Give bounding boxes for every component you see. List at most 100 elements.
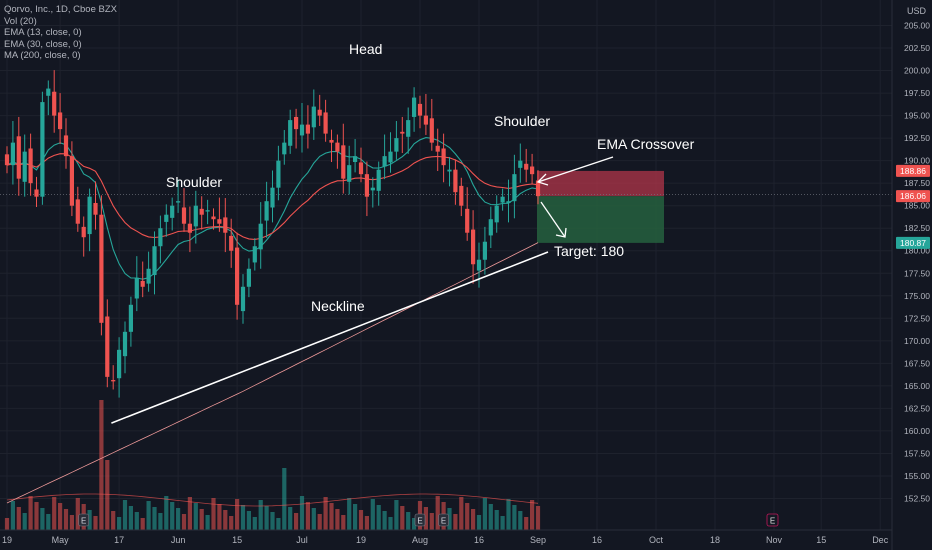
annotation-head[interactable]: Head — [349, 41, 383, 57]
candle-body — [476, 259, 482, 271]
y-tick-label: 160.00 — [904, 426, 930, 436]
x-tick-label: 19 — [2, 535, 12, 545]
volume-ma-line — [6, 493, 539, 507]
candle-body — [235, 247, 240, 305]
volume-bar — [370, 499, 375, 530]
candle-body — [394, 138, 399, 152]
volume-bar — [152, 507, 157, 530]
candle-body — [459, 185, 464, 206]
candle-body — [264, 201, 269, 221]
candle-body — [370, 187, 375, 191]
legend-symbol[interactable]: Qorvo, Inc., 1D, Cboe BZX — [4, 4, 117, 15]
candle-body — [329, 139, 334, 143]
candle-body — [506, 201, 511, 203]
volume-bar — [311, 508, 316, 530]
volume-bar — [140, 518, 145, 530]
y-tick-label: 170.00 — [904, 336, 930, 346]
future-earnings-marker — [766, 513, 779, 527]
volume-bar — [16, 507, 21, 530]
candle-body — [347, 165, 352, 182]
earnings-marker — [438, 513, 449, 527]
volume-bar — [46, 514, 51, 530]
candle-body — [512, 174, 517, 202]
crossover-arrow — [537, 156, 614, 183]
volume-bar — [406, 512, 411, 530]
volume-bar — [205, 515, 210, 530]
position-zones — [0, 170, 892, 243]
x-tick-label: Aug — [412, 535, 428, 545]
candle-body — [535, 180, 541, 197]
annotation-ema-crossover[interactable]: EMA Crossover — [597, 136, 695, 152]
y-tick-label: 177.50 — [904, 268, 930, 278]
volume-bar — [69, 515, 74, 530]
time-axis: 19 May 17 Jun 15 Jul 19 Aug 16 Sep 16 Oct 18 Nov 15 Dec… — [0, 513, 892, 545]
legend-ema30[interactable]: EMA (30, close, 0) — [4, 38, 82, 50]
volume-bar — [276, 518, 281, 530]
volume-bar — [4, 518, 10, 530]
volume-bar — [146, 501, 151, 530]
candle-body — [494, 205, 499, 223]
candle-body — [471, 229, 476, 265]
candle-body — [282, 142, 287, 155]
annotation-left-shoulder[interactable]: Shoulder — [166, 174, 223, 190]
x-tick-label: 17 — [114, 535, 124, 545]
y-tick-label: 187.50 — [904, 178, 930, 188]
candle-body — [164, 214, 169, 222]
candle-body — [323, 112, 328, 134]
volume-bar — [235, 499, 240, 530]
volume-bar — [176, 508, 181, 530]
candle-body — [40, 102, 45, 197]
candle-body — [34, 189, 39, 197]
candle-body — [423, 115, 428, 125]
candle-body — [111, 380, 116, 382]
candle-body — [299, 124, 305, 136]
y-tick-label: 190.00 — [904, 156, 930, 166]
volume-bar — [158, 513, 163, 530]
candle-body — [22, 151, 27, 182]
candle-body — [258, 223, 263, 250]
x-tick-label: 16 — [474, 535, 484, 545]
candle-body — [246, 268, 251, 287]
volume-bar — [376, 505, 381, 530]
candle-body — [122, 331, 128, 357]
volume-bar — [181, 514, 187, 530]
volume-bar — [187, 497, 192, 530]
x-tick-label: Jul — [296, 535, 308, 545]
annotation-neckline[interactable]: Neckline — [311, 298, 365, 314]
legend-ema13[interactable]: EMA (13, close, 0) — [4, 27, 82, 38]
volume-bar — [488, 504, 493, 530]
x-tick-label: 15 — [232, 535, 242, 545]
annotation-target[interactable]: Target: 180 — [554, 243, 625, 259]
price-label: 188.86 — [900, 166, 926, 176]
candle-body — [187, 223, 192, 233]
legend-ma200[interactable]: MA (200, close, 0) — [4, 50, 81, 61]
price-label: 180.87 — [900, 238, 926, 248]
ma200-line — [6, 242, 539, 504]
candle-body — [447, 169, 452, 172]
stop-loss-zone — [537, 170, 664, 197]
volume-bar — [494, 510, 499, 530]
y-tick-label: 182.50 — [904, 223, 930, 233]
volume-bar — [93, 516, 98, 530]
drawings — [111, 156, 614, 424]
x-tick-label: 19 — [356, 535, 366, 545]
candle-body — [270, 187, 275, 208]
x-tick-label: 18 — [710, 535, 720, 545]
volume-bar — [258, 500, 263, 530]
annotation-right-shoulder[interactable]: Shoulder — [494, 113, 551, 129]
volume-bar — [317, 514, 322, 530]
volume-bar — [329, 503, 334, 530]
x-tick-label: Nov — [766, 535, 783, 545]
volume-bar — [34, 502, 39, 530]
legend-vol[interactable]: Vol (20) — [4, 15, 37, 27]
candle-body — [252, 246, 257, 263]
candle-body — [16, 136, 21, 179]
volume-bar — [170, 502, 175, 530]
x-tick-label: Jun — [171, 535, 186, 545]
y-tick-label: 202.50 — [904, 43, 930, 53]
volume-bar — [459, 497, 464, 530]
target-zone — [537, 196, 664, 243]
candle-body — [10, 142, 15, 166]
volume-bar — [193, 503, 198, 530]
